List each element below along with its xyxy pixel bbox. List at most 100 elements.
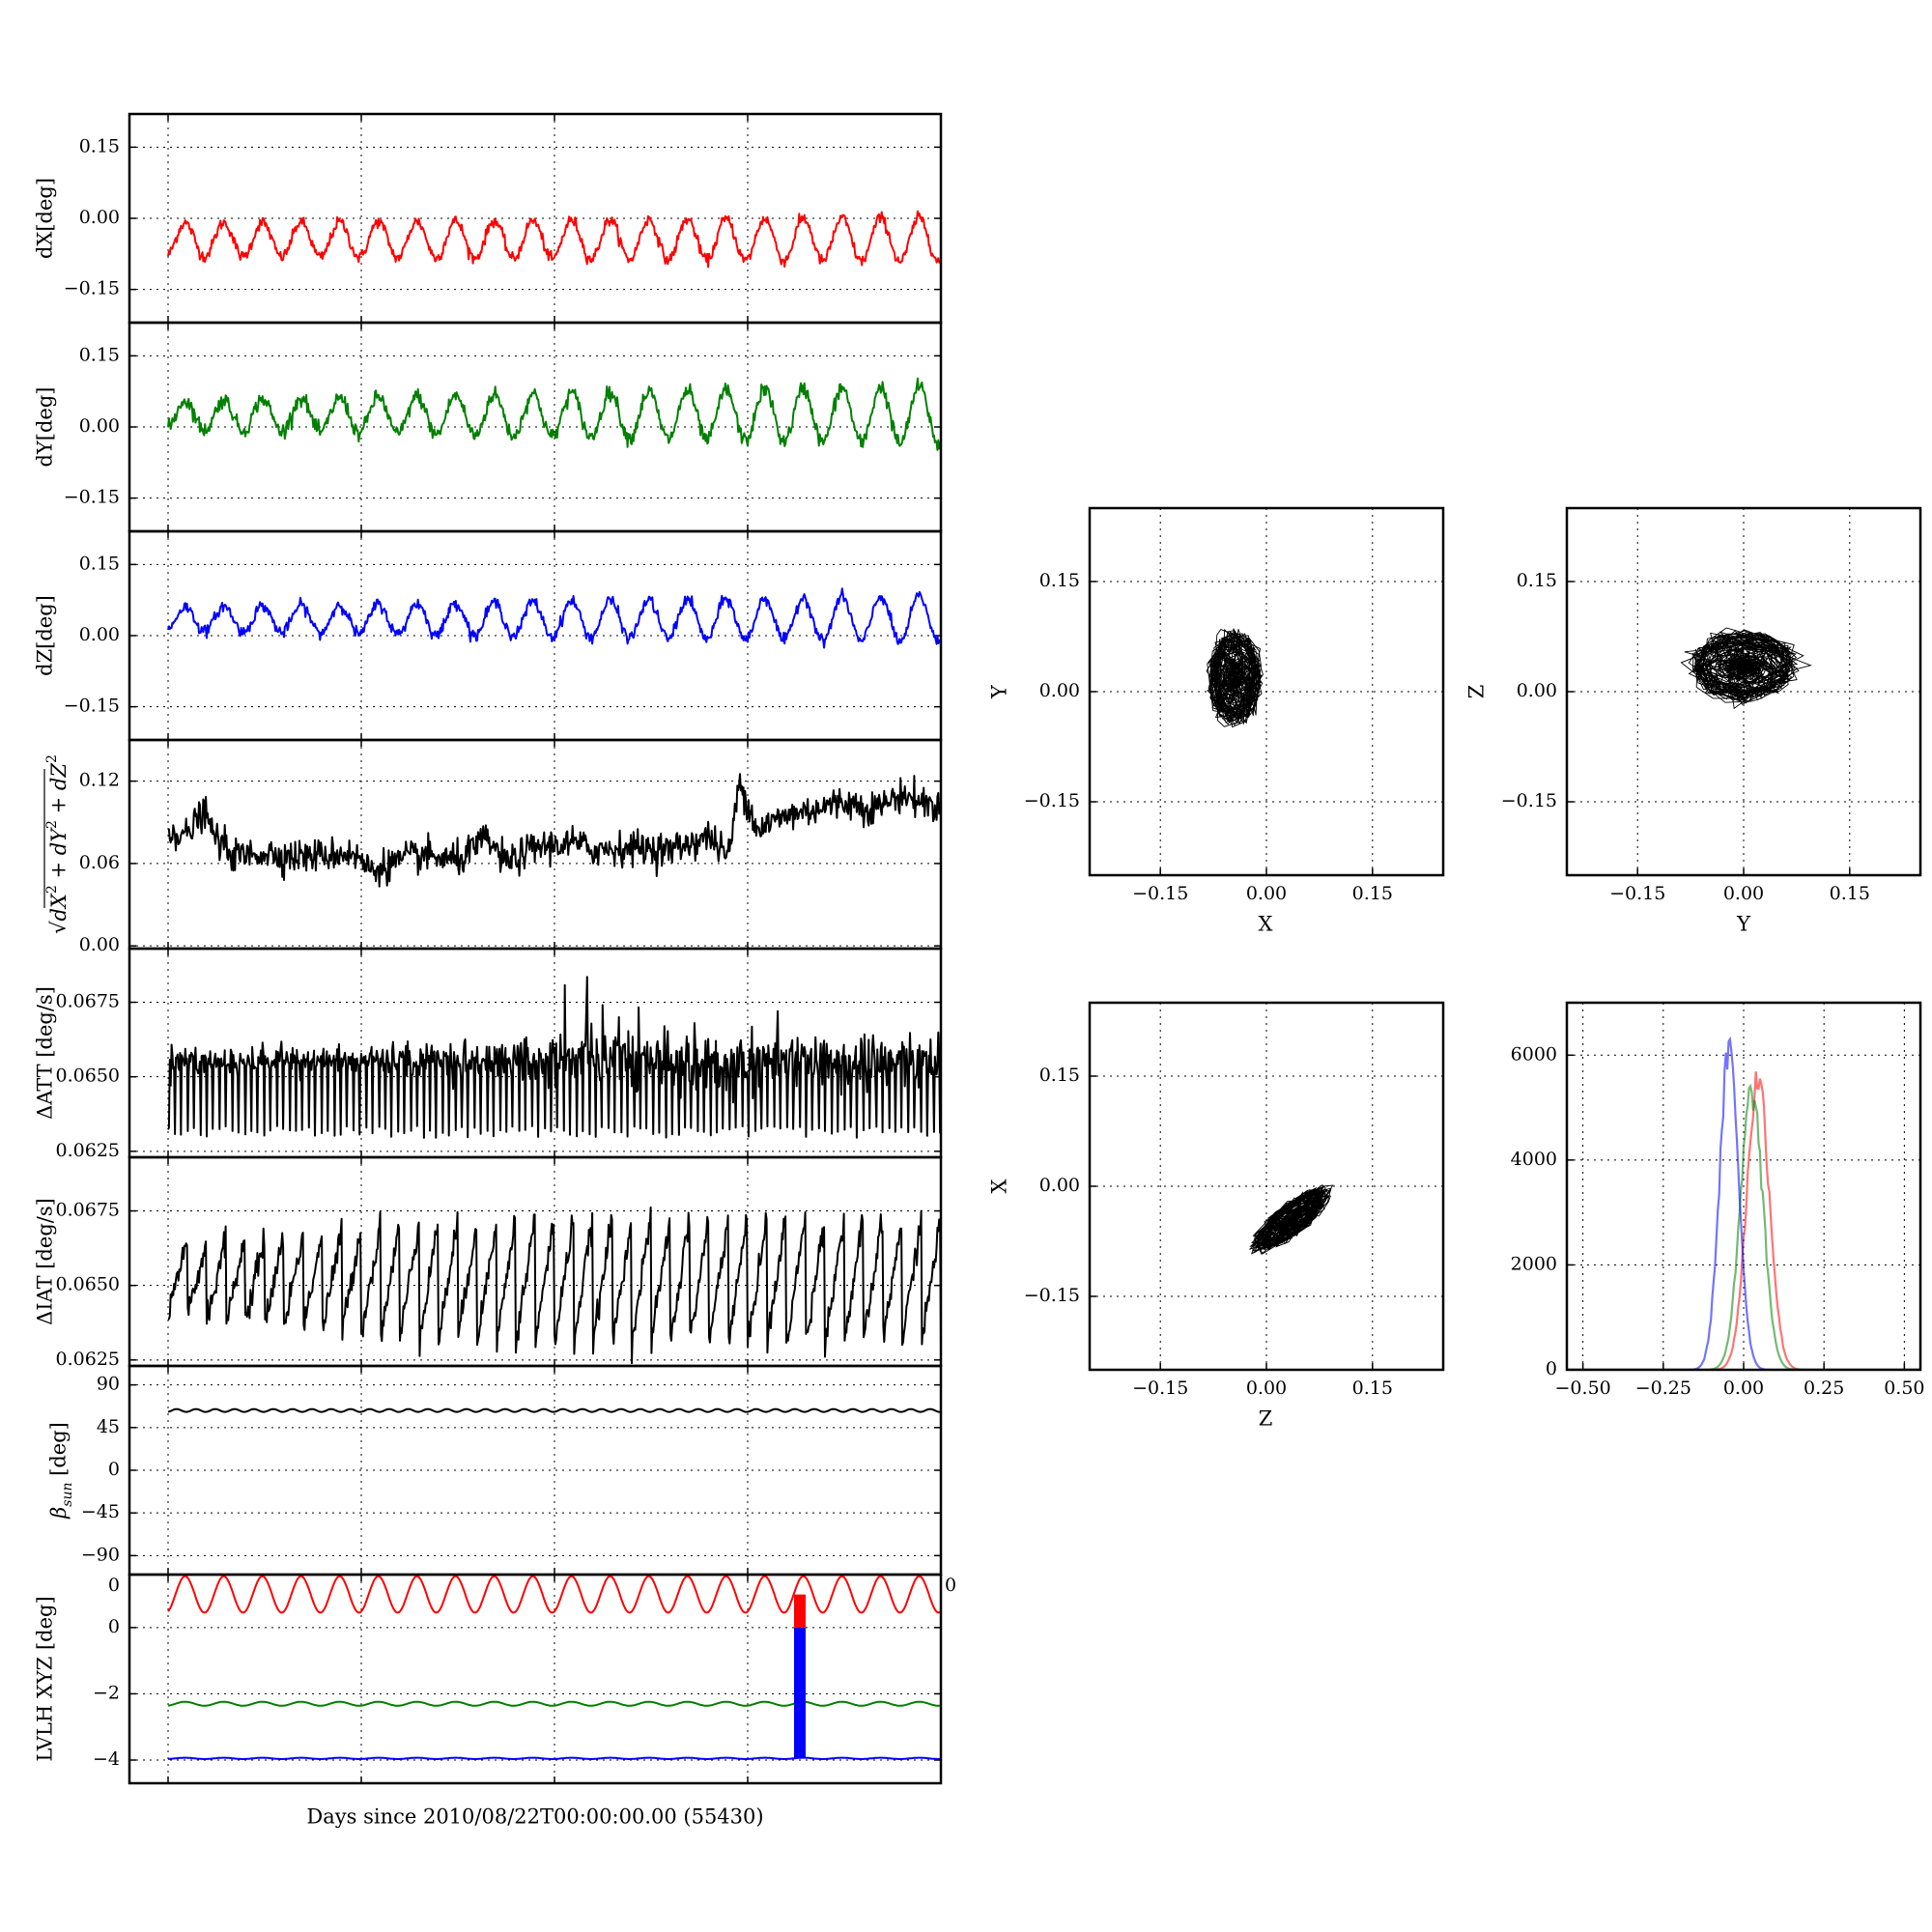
series-group xyxy=(167,1206,941,1365)
series-group xyxy=(1567,1036,1920,1370)
y-tick-label: 45 xyxy=(97,1416,120,1437)
x-axis-label: Z xyxy=(1259,1407,1273,1431)
series-line xyxy=(167,1756,941,1760)
panel-att: 0.0675 0.0650 0.0625 ΔATT [deg/s] xyxy=(34,947,943,1161)
y-tick-label: 0.0625 xyxy=(56,1140,120,1161)
y-tick-label: 0 xyxy=(108,1616,120,1637)
series-group xyxy=(167,377,941,451)
y-tick-label: 6000 xyxy=(1511,1043,1557,1065)
y-tick-label: 0.15 xyxy=(1039,570,1080,591)
right-edge-label: 0 xyxy=(945,1575,956,1596)
y-tick-label: 0.0650 xyxy=(56,1065,120,1087)
y-axis-label: Y xyxy=(988,684,1011,699)
y-tick-label: −45 xyxy=(81,1501,120,1522)
y-axis-label: √dX2 + dY2 + dZ2 xyxy=(43,754,71,934)
panel-histogram: −0.50 −0.25 0.00 0.25 0.50 6000 4000 2000 0 xyxy=(1511,1001,1925,1399)
y-axis-label: ΔIAT [deg/s] xyxy=(34,1198,57,1325)
y-tick-label: 0 xyxy=(108,1459,120,1480)
x-axis-label: X xyxy=(1259,913,1273,936)
y-tick-label: 0.00 xyxy=(79,415,120,437)
y-tick-label: 0.00 xyxy=(1517,680,1557,701)
panel-scatter_zx: −0.15 0.00 0.15 0.15 0.00 −0.15 Z X xyxy=(988,1001,1445,1431)
series-group xyxy=(167,1575,941,1760)
series-line xyxy=(167,377,941,451)
y-tick-label: −0.15 xyxy=(1024,790,1080,811)
x-tick-label: −0.15 xyxy=(1609,883,1665,904)
y-tick-label: 0.00 xyxy=(79,934,120,955)
y-tick-label: 0.12 xyxy=(79,770,120,791)
panel-mag: 0.12 0.06 0.00 √dX2 + dY2 + dZ2 xyxy=(43,738,943,955)
panel-frame xyxy=(1088,1001,1445,1372)
panel-iat: 0.0675 0.0650 0.0625 ΔIAT [deg/s] xyxy=(34,1155,943,1370)
y-tick-label: 0.15 xyxy=(1039,1065,1080,1086)
y-tick-label: 0.15 xyxy=(79,553,120,574)
series-line xyxy=(167,587,941,649)
panel-scatter_yz: −0.15 0.00 0.15 0.15 0.00 −0.15 Y Z xyxy=(1465,506,1922,936)
histogram-line xyxy=(1567,1083,1920,1370)
x-tick-label: 0.00 xyxy=(1246,1378,1287,1399)
series-group xyxy=(1680,627,1812,710)
panel-beta: 90 45 0 −45 −90 βsun [deg] xyxy=(47,1364,943,1577)
y-tick-label: 0.00 xyxy=(1039,680,1080,701)
y-axis-label: dX[deg] xyxy=(34,178,57,259)
series-group xyxy=(1206,628,1264,728)
y-tick-label: 0 xyxy=(108,1575,120,1596)
panel-frame xyxy=(128,1573,943,1785)
x-tick-label: 0.25 xyxy=(1804,1378,1844,1399)
series-line xyxy=(167,976,941,1139)
panel-dz: 0.15 0.00 −0.15 dZ[deg] xyxy=(34,529,943,742)
x-tick-label: −0.15 xyxy=(1132,1378,1188,1399)
x-tick-label: −0.15 xyxy=(1132,883,1188,904)
y-axis-label: Z xyxy=(1465,685,1489,699)
y-tick-label: 90 xyxy=(97,1374,120,1395)
scatter-trace xyxy=(1249,1184,1334,1255)
scatter-trace xyxy=(1680,627,1812,710)
x-tick-label: 0.00 xyxy=(1723,1378,1764,1399)
y-axis-label-text: √dX2 + dY2 + dZ2 xyxy=(44,754,71,934)
y-tick-label: 0.15 xyxy=(1517,570,1557,591)
y-tick-label: −0.15 xyxy=(64,696,120,717)
histogram-line xyxy=(1567,1036,1920,1370)
y-axis-label: ΔATT [deg/s] xyxy=(34,986,57,1120)
y-tick-label: 0.0625 xyxy=(56,1349,120,1370)
x-tick-label: −0.50 xyxy=(1555,1378,1611,1399)
y-tick-label: 4000 xyxy=(1511,1149,1557,1170)
series-line xyxy=(167,1575,941,1614)
panel-frame xyxy=(1565,506,1922,877)
series-group xyxy=(167,1407,941,1413)
x-tick-label: −0.25 xyxy=(1635,1378,1691,1399)
x-axis-label: Days since 2010/08/22T00:00:00.00 (55430… xyxy=(306,1805,763,1829)
y-tick-label: 0.0675 xyxy=(56,991,120,1012)
y-tick-label: 0 xyxy=(1546,1358,1557,1379)
y-tick-label: 0.06 xyxy=(79,852,120,873)
scatter-trace xyxy=(1206,628,1264,728)
y-axis-label: dZ[deg] xyxy=(34,595,57,676)
y-tick-label: 0.15 xyxy=(79,344,120,365)
series-line xyxy=(167,1407,941,1413)
y-axis-label: βsun [deg] xyxy=(47,1422,76,1520)
y-axis-label-text: βsun [deg] xyxy=(47,1422,76,1520)
y-tick-label: −0.15 xyxy=(1024,1285,1080,1306)
panel-dx: 0.15 0.00 −0.15 dX[deg] xyxy=(34,112,943,325)
y-axis-label: LVLH XYZ [deg] xyxy=(34,1596,57,1761)
series-group xyxy=(167,587,941,649)
y-tick-label: −0.15 xyxy=(1501,790,1557,811)
y-tick-label: 0.00 xyxy=(79,624,120,645)
y-axis-label: X xyxy=(988,1179,1011,1193)
y-tick-label: 0.0675 xyxy=(56,1200,120,1221)
panel-dy: 0.15 0.00 −0.15 dY[deg] xyxy=(34,321,943,533)
series-group xyxy=(167,976,941,1139)
y-tick-label: −0.15 xyxy=(64,278,120,299)
series-group xyxy=(167,773,941,888)
histogram-line xyxy=(1567,1071,1920,1370)
y-tick-label: 0.15 xyxy=(79,135,120,156)
x-tick-label: 0.00 xyxy=(1723,883,1764,904)
series-line xyxy=(167,210,941,269)
y-tick-label: −90 xyxy=(81,1544,120,1565)
x-tick-label: 0.15 xyxy=(1352,883,1393,904)
panel-frame xyxy=(1565,1001,1922,1372)
y-tick-label: 0.00 xyxy=(1039,1175,1080,1196)
y-axis-label: dY[deg] xyxy=(34,386,57,467)
panel-lvlh: 0 0 −2 −4 0 LVLH XYZ [deg] Days since 2010/08/… xyxy=(34,1573,956,1829)
